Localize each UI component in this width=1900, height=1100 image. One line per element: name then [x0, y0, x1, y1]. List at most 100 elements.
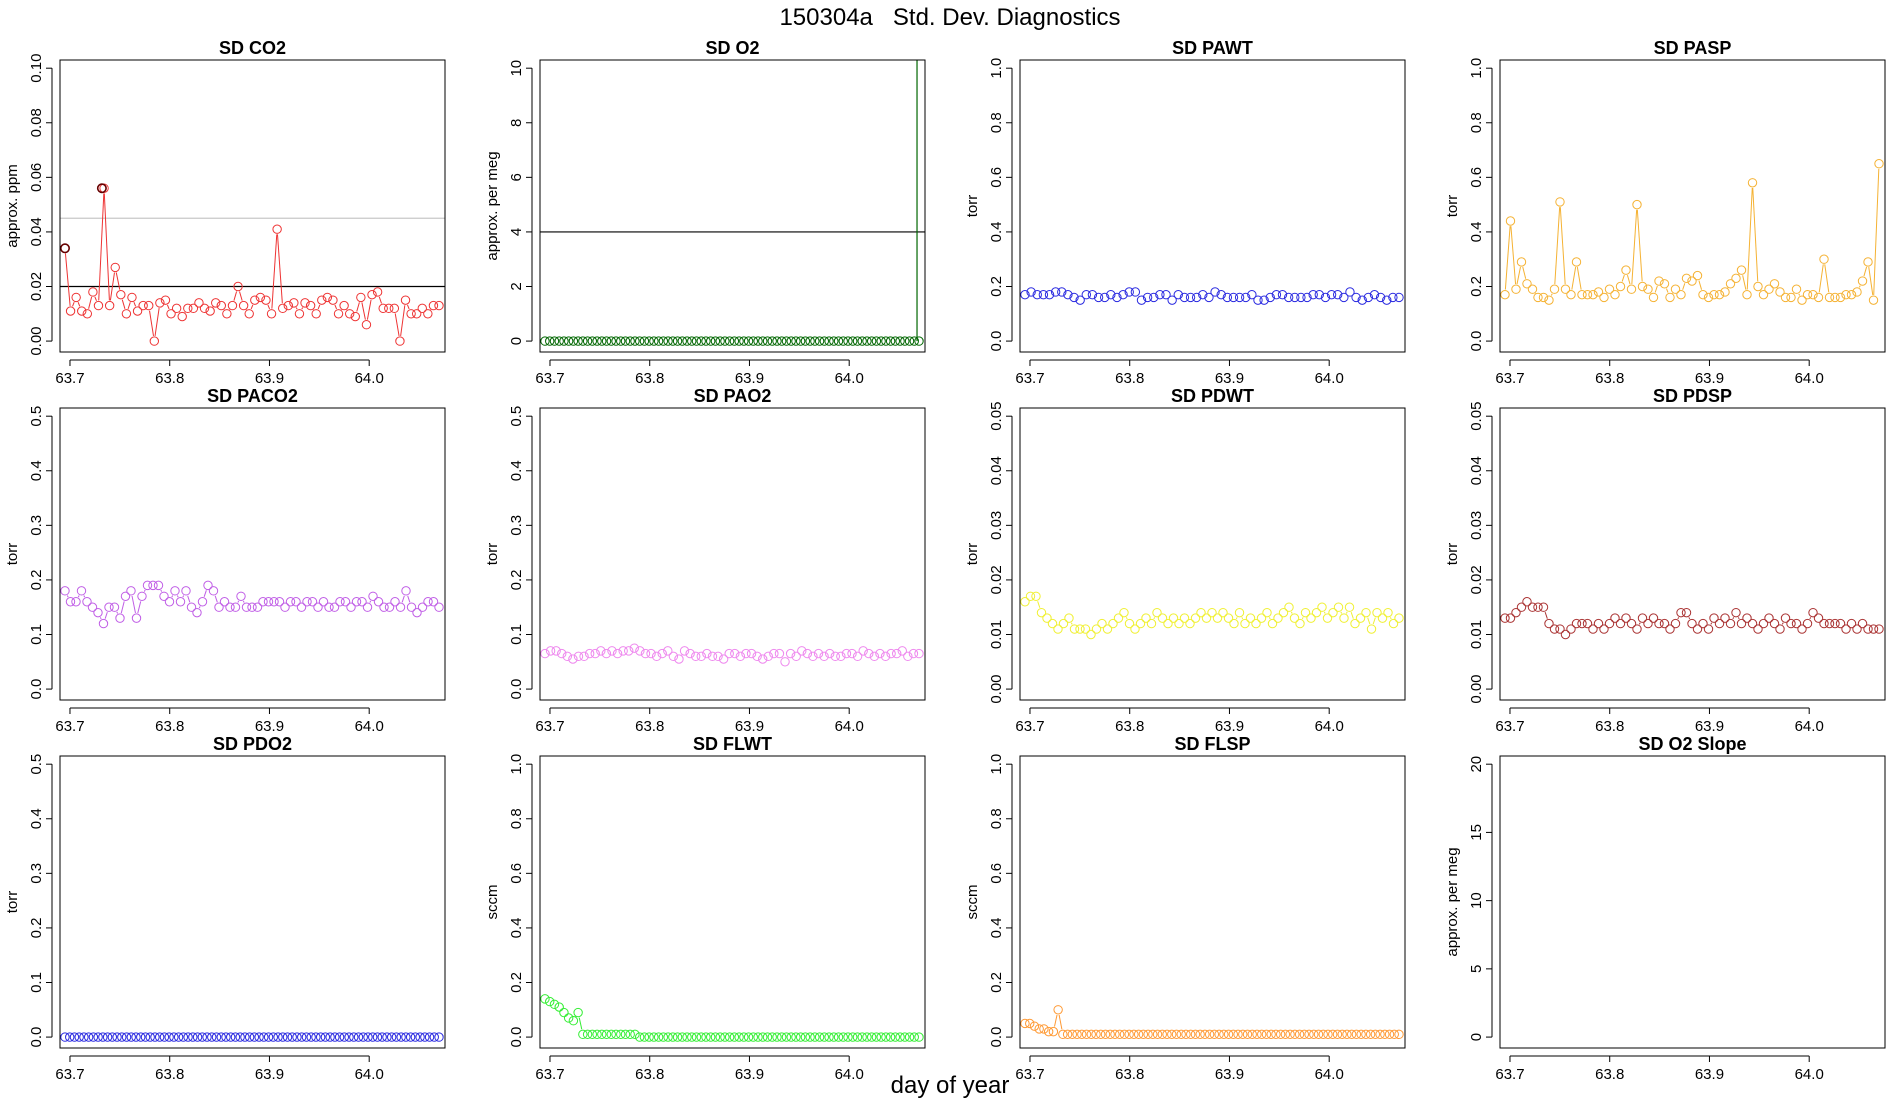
data-point [813, 648, 824, 659]
data-point [1196, 607, 1206, 618]
data-point [1058, 618, 1069, 629]
series-segment [120, 601, 125, 614]
panel-sd-flsp: SD FLSP sccm 63.7 63.8 63.9 64.0 0.0 0.2 0.4 0.6 0… [964, 734, 1406, 1083]
data-point [900, 336, 910, 346]
series-segment [1654, 285, 1658, 293]
series-segment [366, 299, 372, 320]
data-point [696, 1032, 706, 1042]
data-point [1753, 281, 1763, 292]
data-point [1058, 1029, 1068, 1040]
data-point [1031, 591, 1041, 601]
data-point [1621, 265, 1631, 275]
data-point [616, 1029, 626, 1040]
data-point [1846, 289, 1857, 300]
data-point [838, 1032, 848, 1042]
data-point [1665, 624, 1675, 634]
data-point [1214, 1029, 1224, 1040]
data-point [117, 1032, 127, 1042]
data-point [1190, 613, 1201, 623]
data-point [682, 336, 692, 346]
data-point [205, 306, 215, 316]
x-tick-label: 63.9 [735, 370, 764, 387]
data-point [1069, 292, 1079, 303]
data-point [1394, 613, 1404, 623]
data-point [908, 648, 919, 659]
series-segment [1544, 611, 1548, 619]
x-tick-label: 64.0 [1795, 718, 1824, 735]
series-segment [378, 296, 382, 304]
data-point [1273, 613, 1283, 623]
series-segment [104, 611, 108, 619]
data-point [540, 336, 550, 346]
data-point [724, 648, 734, 659]
data-point [263, 1032, 274, 1042]
data-point [1549, 284, 1560, 294]
data-point [616, 336, 626, 346]
data-point [1314, 289, 1325, 300]
y-tick-label: 0.0 [508, 1027, 525, 1048]
data-point [658, 336, 669, 346]
data-point [1105, 1029, 1115, 1040]
data-point [1233, 1029, 1243, 1040]
data-point [1505, 613, 1516, 623]
series-segment [1742, 275, 1747, 290]
data-point [328, 295, 338, 305]
series-segment [99, 617, 102, 620]
y-tick-label: 0.2 [28, 917, 45, 938]
data-point [1179, 613, 1190, 623]
data-point [1245, 613, 1256, 623]
y-tick-label: 0.01 [988, 620, 1005, 649]
series-segment [407, 595, 411, 603]
plot-frame [539, 407, 926, 701]
data-point [263, 597, 274, 607]
x-tick-label: 63.7 [535, 718, 564, 735]
data-point [351, 597, 362, 607]
series-segment [103, 193, 110, 301]
data-point [1093, 292, 1104, 303]
data-point [1361, 607, 1371, 618]
data-point [131, 613, 142, 623]
data-point [762, 336, 773, 346]
data-point [795, 336, 806, 346]
series-segment [187, 595, 191, 603]
data-point [349, 1032, 359, 1042]
data-point [651, 651, 662, 662]
data-point [1278, 607, 1289, 618]
data-point [166, 309, 176, 319]
data-point [186, 602, 197, 612]
y-tick-label: 0.05 [1468, 402, 1485, 431]
data-point [1676, 607, 1686, 618]
data-point [743, 336, 754, 346]
data-point [1328, 607, 1338, 618]
data-point [244, 1032, 255, 1042]
data-point [183, 303, 193, 314]
data-point [672, 1032, 683, 1042]
data-point [71, 597, 81, 607]
data-point [705, 336, 716, 346]
y-axis-label: sccm [484, 885, 501, 920]
x-tick-label: 63.9 [255, 1066, 284, 1083]
data-point [549, 336, 560, 346]
plot-frame [539, 59, 926, 353]
data-point [104, 300, 115, 311]
data-point [691, 651, 701, 662]
data-point [1275, 1029, 1286, 1040]
x-tick-label: 63.9 [255, 370, 284, 387]
data-point [1100, 1029, 1111, 1040]
data-point [138, 300, 148, 311]
data-point [406, 602, 417, 612]
data-point [137, 591, 147, 601]
data-point [1560, 284, 1571, 294]
series-segment [400, 305, 406, 336]
data-point [65, 597, 76, 607]
y-tick-label: 0.4 [508, 917, 525, 938]
data-point [1747, 178, 1758, 188]
data-point [250, 295, 260, 305]
series-segment [149, 310, 154, 337]
data-point [1791, 284, 1802, 294]
series-segment [77, 302, 81, 307]
series-segment [98, 193, 105, 301]
x-axis-label: day of year [890, 1072, 1010, 1099]
x-tick-label: 64.0 [355, 370, 384, 387]
data-point [1277, 289, 1288, 300]
